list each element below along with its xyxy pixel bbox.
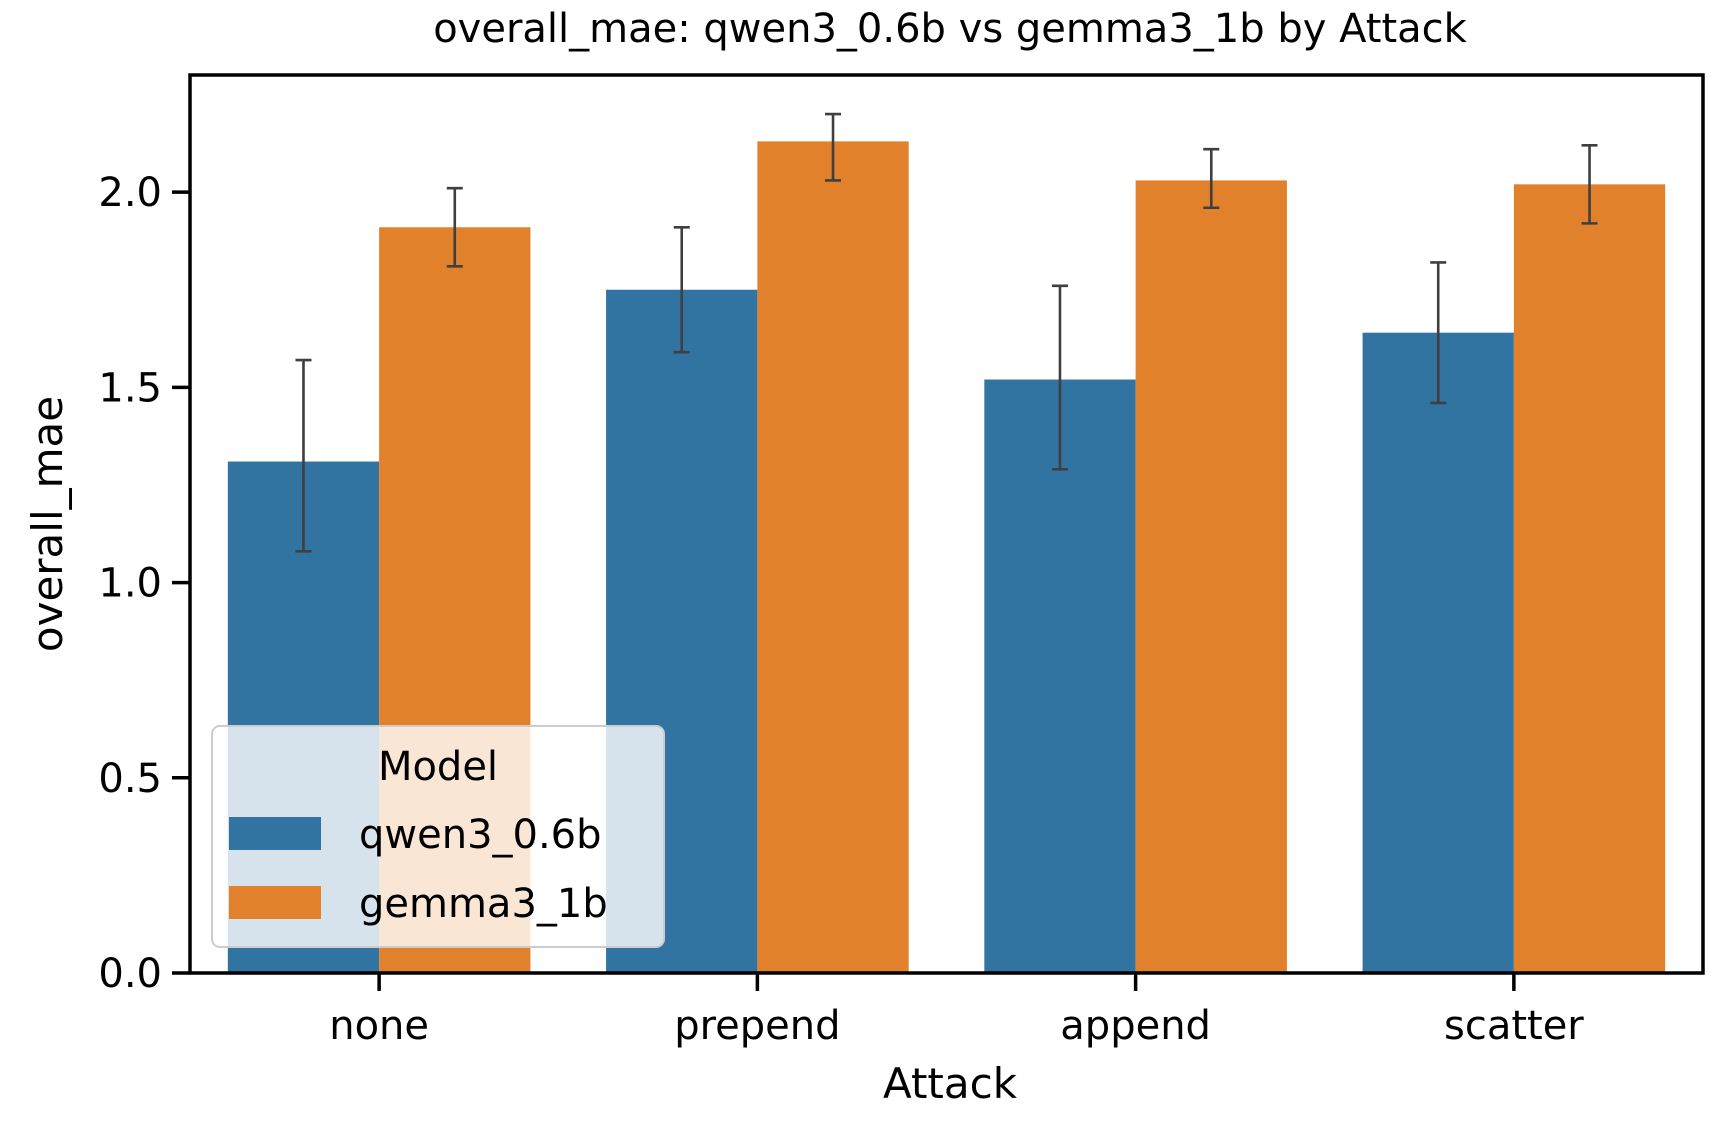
y-tick-label: 2.0 <box>98 170 162 216</box>
x-tick-label: scatter <box>1444 1003 1584 1049</box>
error-bar-qwen3_0.6b-scatter <box>1430 261 1447 405</box>
chart-title: overall_mae: qwen3_0.6b vs gemma3_1b by … <box>433 6 1467 52</box>
legend-swatch-qwen3 <box>229 817 321 850</box>
legend: Model qwen3_0.6b gemma3_1b <box>211 725 665 948</box>
x-axis-label: Attack <box>883 1059 1018 1108</box>
legend-swatch-gemma3 <box>229 886 321 919</box>
legend-label-gemma3: gemma3_1b <box>359 881 608 927</box>
y-tick-label: 1.0 <box>98 561 162 607</box>
legend-label-qwen3: qwen3_0.6b <box>359 812 602 858</box>
error-bar-gemma3_1b-prepend <box>825 112 842 182</box>
bar-gemma3_1b-prepend <box>757 141 909 974</box>
error-bar-qwen3_0.6b-none <box>295 358 312 553</box>
y-axis-label: overall_mae <box>23 396 72 652</box>
bar-gemma3_1b-scatter <box>1513 184 1666 974</box>
error-bars-layer <box>295 112 1598 553</box>
y-axis: 0.0 0.5 1.0 1.5 2.0 <box>98 170 190 997</box>
y-tick-label: 0.0 <box>98 951 162 997</box>
error-bar-gemma3_1b-append <box>1203 147 1220 210</box>
error-bar-qwen3_0.6b-prepend <box>673 225 690 354</box>
error-bar-qwen3_0.6b-append <box>1051 284 1068 471</box>
bar-gemma3_1b-append <box>1135 180 1287 974</box>
y-tick-label: 0.5 <box>98 756 162 802</box>
plot-frame <box>188 73 1705 975</box>
legend-box <box>211 725 665 948</box>
bar-qwen3_0.6b-scatter <box>1362 332 1514 973</box>
y-tick-label: 1.5 <box>98 365 162 411</box>
legend-title: Model <box>378 744 498 790</box>
bar-qwen3_0.6b-append <box>984 379 1136 973</box>
x-tick-label: append <box>1060 1003 1211 1049</box>
x-tick-label: prepend <box>674 1003 840 1049</box>
x-axis: none prepend append scatter <box>329 973 1584 1049</box>
x-tick-label: none <box>329 1003 429 1049</box>
error-bar-gemma3_1b-none <box>446 186 463 268</box>
error-bar-gemma3_1b-scatter <box>1581 143 1598 225</box>
